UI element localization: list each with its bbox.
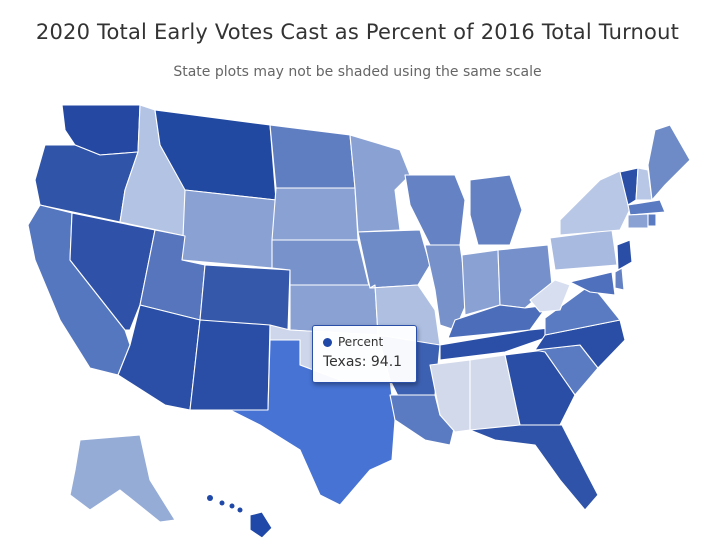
series-marker-icon (323, 337, 332, 347)
hawaii-island[interactable] (229, 503, 235, 509)
state-south-dakota[interactable] (271, 187, 359, 241)
hawaii-island[interactable] (237, 507, 243, 513)
state-indiana[interactable] (461, 249, 501, 316)
state-rhode-island[interactable] (647, 213, 657, 227)
state-iowa[interactable] (357, 229, 431, 289)
state-west-virginia[interactable] (529, 279, 571, 313)
state-massachusetts[interactable] (627, 199, 666, 216)
state-florida[interactable] (469, 424, 599, 511)
state-virginia[interactable] (544, 284, 621, 336)
tooltip-series-name: Percent (338, 335, 384, 349)
state-pennsylvania[interactable] (549, 229, 618, 271)
state-new-york[interactable] (559, 169, 633, 236)
state-new-jersey[interactable] (616, 239, 633, 271)
hover-tooltip: Percent Texas: 94.1 (312, 325, 417, 383)
hawaii-island[interactable] (207, 495, 213, 501)
chart-title: 2020 Total Early Votes Cast as Percent o… (35, 20, 680, 44)
state-maine[interactable] (647, 124, 691, 201)
hawaii-island[interactable] (219, 500, 225, 506)
state-connecticut[interactable] (627, 213, 649, 229)
tooltip-value: 94.1 (370, 354, 403, 370)
state-new-mexico[interactable] (189, 319, 271, 411)
state-alaska[interactable] (69, 434, 176, 523)
tooltip-separator: : (361, 354, 371, 370)
chart-subtitle: State plots may not be shaded using the … (173, 64, 542, 80)
state-michigan[interactable] (469, 174, 523, 246)
state-colorado[interactable] (199, 264, 291, 331)
state-wyoming[interactable] (181, 189, 277, 269)
state-maryland[interactable] (569, 271, 616, 296)
state-louisiana[interactable] (389, 394, 456, 446)
state-north-dakota[interactable] (269, 124, 356, 189)
state-hawaii[interactable] (249, 511, 273, 539)
state-minnesota[interactable] (349, 134, 411, 233)
state-mississippi[interactable] (429, 359, 471, 433)
state-delaware[interactable] (614, 267, 625, 291)
tooltip-state-name: Texas (323, 354, 362, 370)
